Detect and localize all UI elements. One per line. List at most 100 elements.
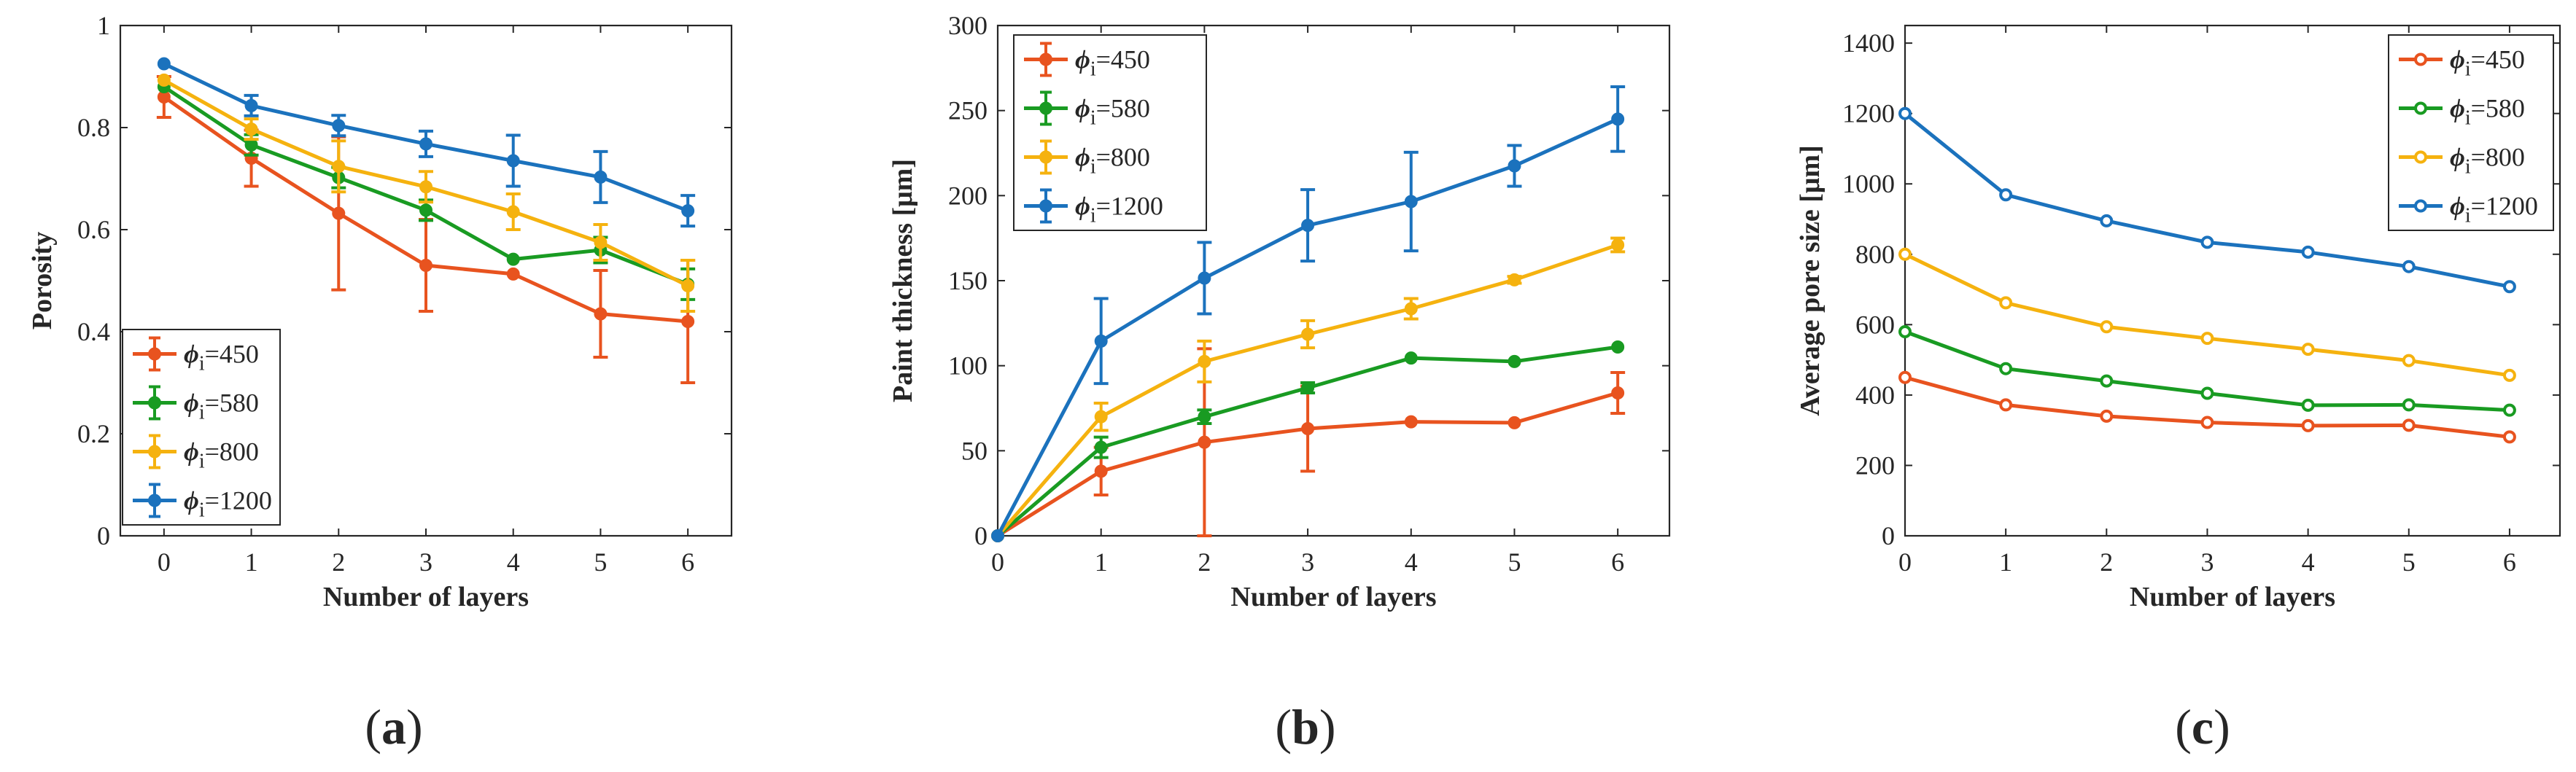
legend-item-phi450: ϕi=450 (2399, 45, 2525, 81)
x-tick-label: 1 (245, 547, 258, 577)
x-tick-label: 2 (1198, 547, 1211, 577)
legend-marker (148, 347, 161, 361)
legend-item-phi450: ϕi=450 (1024, 42, 1150, 81)
y-tick-label: 50 (961, 436, 988, 465)
data-point (2200, 235, 2214, 249)
x-tick-label: 4 (1405, 547, 1418, 577)
data-point (2502, 368, 2516, 382)
data-point (1999, 398, 2013, 412)
data-point (2402, 354, 2416, 367)
panel-label-b: (b) (1275, 699, 1335, 755)
series-phi1200 (1898, 106, 2516, 294)
data-point (991, 529, 1004, 542)
legend-label: ϕi=1200 (1075, 192, 1163, 227)
y-tick-label: 0.6 (77, 215, 110, 244)
data-point (506, 205, 520, 219)
series-phi800 (1898, 247, 2516, 382)
x-axis-label: Number of layers (1230, 582, 1436, 612)
x-tick-label: 5 (2402, 547, 2416, 577)
legend-label: ϕi=450 (2450, 45, 2525, 81)
legend-marker (1039, 101, 1052, 115)
series-phi580 (1898, 325, 2516, 417)
legend-item-phi450: ϕi=450 (133, 336, 259, 375)
data-point (681, 315, 695, 328)
data-point (2301, 418, 2315, 432)
x-tick-label: 6 (2503, 547, 2516, 577)
legend-b: ϕi=450 ϕi=580 ϕi=800 ϕi=1200 (1013, 34, 1207, 231)
x-tick-label: 1 (1999, 547, 2012, 577)
data-point (157, 57, 171, 71)
y-tick-label: 0.8 (77, 113, 110, 142)
panel-label-c: (c) (2175, 699, 2230, 755)
legend-label: ϕi=580 (184, 389, 259, 424)
data-point (1611, 238, 1625, 252)
data-point (1301, 422, 1315, 435)
legend-marker (148, 494, 161, 507)
data-point (1094, 464, 1108, 478)
data-point (506, 252, 520, 266)
legend-label: ϕi=450 (184, 340, 259, 375)
data-point (2301, 343, 2315, 356)
data-point (2502, 403, 2516, 417)
data-point (2502, 430, 2516, 444)
data-point (2402, 398, 2416, 412)
data-point (2402, 418, 2416, 432)
series-phi1200 (157, 57, 696, 228)
data-point (2100, 409, 2114, 423)
legend-marker (148, 396, 161, 410)
data-point (1094, 334, 1108, 348)
data-point (419, 137, 432, 151)
series-phi800 (157, 73, 696, 313)
legend-a: ϕi=450 ϕi=580 ϕi=800 ϕi=1200 (122, 329, 281, 526)
data-point (681, 279, 695, 292)
legend-label: ϕi=580 (1075, 94, 1150, 130)
data-point (419, 203, 432, 217)
y-tick-label: 0.4 (77, 317, 110, 346)
data-point (1094, 410, 1108, 424)
x-tick-label: 4 (507, 547, 520, 577)
legend-marker (2414, 199, 2427, 213)
data-point (1999, 296, 2013, 310)
legend-label: ϕi=800 (1075, 143, 1150, 179)
data-point (1508, 159, 1521, 173)
legend-marker (2414, 150, 2427, 164)
data-point (2200, 386, 2214, 400)
data-point (332, 119, 346, 133)
legend-label: ϕi=800 (184, 437, 259, 473)
x-axis-label: Number of layers (323, 582, 529, 612)
y-tick-label: 1400 (1842, 28, 1895, 58)
data-point (332, 160, 346, 173)
data-point (419, 180, 432, 194)
legend-marker (1039, 52, 1052, 66)
x-tick-label: 3 (1301, 547, 1314, 577)
data-point (2100, 374, 2114, 388)
data-point (1898, 247, 1912, 261)
data-point (506, 154, 520, 168)
data-point (2200, 416, 2214, 429)
data-point (1508, 416, 1521, 429)
chart-panel-a: 0 1 2 3 4 5 6 0 0.2 0.4 0.6 0.8 1 Number of layers Por… (27, 11, 733, 755)
x-tick-label: 2 (332, 547, 345, 577)
data-point (1404, 415, 1418, 429)
y-tick-label: 400 (1855, 381, 1895, 410)
legend-marker (148, 445, 161, 459)
x-tick-label: 4 (2302, 547, 2315, 577)
legend-item-phi580: ϕi=580 (2399, 94, 2525, 130)
data-point (1198, 354, 1211, 368)
y-tick-label: 150 (948, 266, 988, 295)
data-point (1611, 112, 1625, 126)
x-tick-label: 2 (2100, 547, 2113, 577)
legend-box (2388, 34, 2554, 231)
data-point (1198, 435, 1211, 449)
data-point (1404, 195, 1418, 208)
data-point (1404, 351, 1418, 365)
data-point (1898, 370, 1912, 384)
data-point (1611, 386, 1625, 399)
legend-marker (2414, 101, 2427, 115)
series-phi450 (1898, 370, 2516, 444)
x-tick-label: 6 (1611, 547, 1624, 577)
data-point (1898, 106, 1912, 120)
legend-item-phi580: ϕi=580 (133, 385, 259, 424)
legend-label: ϕi=580 (2450, 94, 2525, 130)
data-point (419, 259, 432, 272)
